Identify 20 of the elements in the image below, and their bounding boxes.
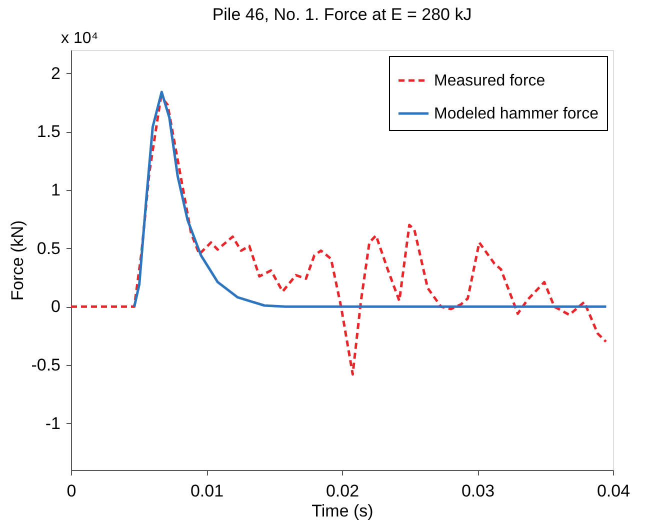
y-tick-label: -0.5 [31, 356, 60, 374]
x-tick-label: 0.04 [596, 482, 630, 500]
legend-label: Modeled hammer force [434, 106, 599, 122]
line-series [133, 90, 608, 308]
y-tick-label: 1 [51, 180, 60, 200]
y-axis-title: Force (kN) [8, 220, 28, 301]
legend-label: Measured force [434, 72, 546, 90]
text: x 10⁴ [61, 30, 98, 47]
y-tick-label: 1.5 [36, 122, 60, 142]
x-tick-label: 0.01 [190, 482, 224, 500]
line-series [70, 95, 608, 376]
x-tick-label: 0 [66, 482, 76, 500]
x-axis-title: Time (s) [312, 502, 374, 520]
chart-title: Pile 46, No. 1. Force at E = 280 kJ [212, 5, 472, 24]
y-tick-label: 0 [51, 297, 60, 316]
y-tick-label: 0.5 [36, 238, 60, 258]
x-tick-label: 0.02 [326, 482, 360, 500]
x-tick-label: 0.03 [461, 482, 495, 500]
y-tick-label: -1 [45, 414, 60, 433]
y-tick-label: 2 [51, 64, 60, 83]
